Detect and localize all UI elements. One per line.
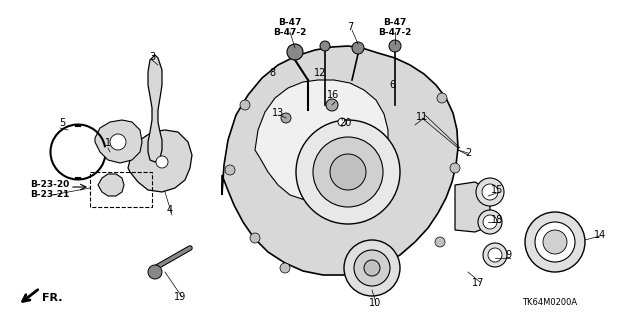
Text: 15: 15 — [491, 185, 503, 195]
Polygon shape — [148, 55, 162, 162]
Text: 5: 5 — [59, 118, 65, 128]
Text: 4: 4 — [167, 205, 173, 215]
Circle shape — [525, 212, 585, 272]
Text: 20: 20 — [339, 118, 351, 128]
Text: 13: 13 — [272, 108, 284, 118]
Circle shape — [330, 154, 366, 190]
Circle shape — [478, 210, 502, 234]
Circle shape — [296, 120, 400, 224]
Polygon shape — [95, 120, 142, 163]
Circle shape — [483, 243, 507, 267]
Circle shape — [280, 263, 290, 273]
Circle shape — [437, 93, 447, 103]
Polygon shape — [222, 46, 458, 275]
Circle shape — [354, 250, 390, 286]
Circle shape — [240, 100, 250, 110]
Circle shape — [352, 42, 364, 54]
Text: 12: 12 — [314, 68, 326, 78]
Polygon shape — [455, 182, 490, 232]
Circle shape — [344, 240, 400, 296]
Text: 11: 11 — [416, 112, 428, 122]
Circle shape — [320, 41, 330, 51]
Text: 3: 3 — [149, 52, 155, 62]
Text: 16: 16 — [327, 90, 339, 100]
Circle shape — [435, 237, 445, 247]
Text: 8: 8 — [269, 68, 275, 78]
Text: B-23-20
B-23-21: B-23-20 B-23-21 — [30, 180, 70, 199]
Circle shape — [110, 134, 126, 150]
Polygon shape — [128, 130, 192, 192]
Text: 9: 9 — [505, 250, 511, 260]
Circle shape — [250, 233, 260, 243]
Circle shape — [483, 215, 497, 229]
Circle shape — [389, 40, 401, 52]
Text: 1: 1 — [105, 138, 111, 148]
Text: 19: 19 — [174, 292, 186, 302]
Text: 14: 14 — [594, 230, 606, 240]
Circle shape — [535, 222, 575, 262]
Text: B-47
B-47-2: B-47 B-47-2 — [273, 18, 307, 37]
Polygon shape — [98, 174, 124, 196]
Polygon shape — [255, 80, 388, 203]
Circle shape — [482, 184, 498, 200]
Circle shape — [488, 248, 502, 262]
Text: 2: 2 — [465, 148, 471, 158]
Circle shape — [281, 113, 291, 123]
Circle shape — [326, 99, 338, 111]
Text: 18: 18 — [491, 215, 503, 225]
Text: 6: 6 — [389, 80, 395, 90]
Circle shape — [364, 260, 380, 276]
Circle shape — [313, 137, 383, 207]
Circle shape — [148, 265, 162, 279]
Circle shape — [287, 44, 303, 60]
Text: 7: 7 — [347, 22, 353, 32]
Circle shape — [225, 165, 235, 175]
Circle shape — [476, 178, 504, 206]
Bar — [90, 172, 152, 207]
Circle shape — [156, 156, 168, 168]
Circle shape — [338, 118, 346, 126]
Circle shape — [543, 230, 567, 254]
Circle shape — [450, 163, 460, 173]
Text: 10: 10 — [369, 298, 381, 308]
Text: TK64M0200A: TK64M0200A — [522, 298, 577, 307]
Text: 17: 17 — [472, 278, 484, 288]
Text: FR.: FR. — [42, 293, 63, 303]
Text: B-47
B-47-2: B-47 B-47-2 — [378, 18, 412, 37]
